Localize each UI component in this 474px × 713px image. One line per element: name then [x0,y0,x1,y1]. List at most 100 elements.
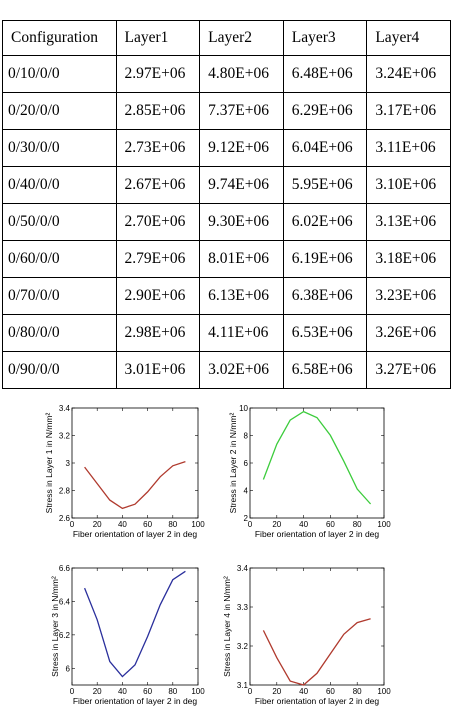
stress-value-cell: 5.95E+06 [282,166,368,204]
configuration-cell: 0/50/0/0 [2,203,117,241]
stress-value-cell: 3.02E+06 [199,351,284,389]
x-tick-label: 100 [377,520,391,529]
stress-value-cell: 4.11E+06 [199,314,284,352]
x-tick-label: 40 [299,520,308,529]
x-tick-label: 20 [272,520,281,529]
stress-value-cell: 3.11E+06 [366,129,451,167]
stress-value-cell: 6.53E+06 [282,314,368,352]
x-tick-label: 60 [143,520,152,529]
y-tick-label: 8 [244,432,249,441]
chart-layer3-stress: 0 20 40 60 80 100 6 6.2 6.4 6.6 Fiber orientation … [50,564,205,706]
x-tick-label: 80 [353,687,362,696]
table-row: 0/20/0/0 2.85E+06 7.37E+06 6.29E+06 3.17E+06 [2,92,451,130]
table-body: 0/10/0/0 2.97E+06 4.80E+06 6.48E+06 3.24E+06… [2,55,451,389]
stress-value-cell: 2.98E+06 [115,314,201,352]
header-layer1: Layer1 [115,20,201,56]
stress-value-cell: 2.90E+06 [115,277,201,315]
stress-value-cell: 3.01E+06 [115,351,201,389]
stress-table: Configuration Layer1 Layer2 Layer3 Layer… [2,20,451,389]
header-layer4: Layer4 [366,20,451,56]
header-layer2: Layer2 [199,20,284,56]
y-tick-label: 6.2 [59,631,71,640]
stress-value-cell: 2.97E+06 [115,55,201,93]
stress-value-cell: 9.30E+06 [199,203,284,241]
x-tick-label: 0 [70,687,75,696]
configuration-cell: 0/90/0/0 [2,351,117,389]
plot-frame [71,567,199,686]
x-tick-label: 60 [143,687,152,696]
chart-layer2-stress: 0 20 40 60 80 100 2 4 6 8 10 Fiber orientation of l… [228,404,391,539]
x-tick-label: 0 [70,520,75,529]
y-tick-label: 3.4 [237,564,249,573]
stress-value-cell: 3.26E+06 [366,314,451,352]
y-tick-label: 3.3 [237,603,249,612]
y-axis-label: Stress in Layer 4 in N/mm² [222,576,232,677]
table-row: 0/90/0/0 3.01E+06 3.02E+06 6.58E+06 3.27E+06 [2,351,451,389]
y-tick-label: 6.6 [59,564,71,573]
y-tick-label: 6.4 [59,597,71,606]
stress-value-cell: 3.17E+06 [366,92,451,130]
configuration-cell: 0/40/0/0 [2,166,117,204]
x-tick-label: 20 [272,687,281,696]
x-tick-label: 60 [326,520,335,529]
header-layer3: Layer3 [282,20,368,56]
y-tick-label: 3.4 [59,404,71,413]
stress-value-cell: 2.85E+06 [115,92,201,130]
x-tick-label: 40 [118,687,127,696]
stress-value-cell: 3.18E+06 [366,240,451,278]
x-tick-label: 0 [248,687,253,696]
stress-value-cell: 3.27E+06 [366,351,451,389]
table-row: 0/30/0/0 2.73E+06 9.12E+06 6.04E+06 3.11E+06 [2,129,451,167]
configuration-cell: 0/80/0/0 [2,314,117,352]
table-row: 0/40/0/0 2.67E+06 9.74E+06 5.95E+06 3.10E+06 [2,166,451,204]
stress-value-cell: 6.29E+06 [282,92,368,130]
stress-value-cell: 6.48E+06 [282,55,368,93]
stress-value-cell: 6.04E+06 [282,129,368,167]
stress-value-cell: 4.80E+06 [199,55,284,93]
stress-value-cell: 3.24E+06 [366,55,451,93]
configuration-cell: 0/30/0/0 [2,129,117,167]
x-tick-label: 40 [118,520,127,529]
stress-value-cell: 9.12E+06 [199,129,284,167]
stress-value-cell: 9.74E+06 [199,166,284,204]
x-tick-label: 80 [168,687,177,696]
table-row: 0/50/0/0 2.70E+06 9.30E+06 6.02E+06 3.13E+06 [2,203,451,241]
stress-value-cell: 6.58E+06 [282,351,368,389]
configuration-cell: 0/10/0/0 [2,55,117,93]
plot-frame [249,567,385,686]
stress-value-cell: 3.10E+06 [366,166,451,204]
y-tick-label: 10 [239,404,248,413]
stress-value-cell: 2.70E+06 [115,203,201,241]
x-tick-label: 20 [93,520,102,529]
x-axis-label: Fiber orientation of layer 2 in deg [73,696,198,706]
y-tick-label: 3.1 [237,681,249,690]
configuration-cell: 0/60/0/0 [2,240,117,278]
x-tick-label: 80 [353,520,362,529]
x-tick-label: 80 [168,520,177,529]
stress-value-cell: 3.13E+06 [366,203,451,241]
y-tick-label: 6 [244,459,249,468]
table-row: 0/10/0/0 2.97E+06 4.80E+06 6.48E+06 3.24E+06 [2,55,451,93]
table-row: 0/70/0/0 2.90E+06 6.13E+06 6.38E+06 3.23E+06 [2,277,451,315]
x-tick-label: 0 [248,520,253,529]
series-line [262,618,371,686]
x-tick-label: 20 [93,687,102,696]
stress-value-cell: 7.37E+06 [199,92,284,130]
series-line [262,410,372,505]
stress-value-cell: 6.19E+06 [282,240,368,278]
stress-value-cell: 3.23E+06 [366,277,451,315]
table-header-row: Configuration Layer1 Layer2 Layer3 Layer… [2,20,451,56]
y-tick-label: 6 [66,664,71,673]
y-axis-label: Stress in Layer 1 in N/mm² [44,413,54,514]
series-line [84,460,186,510]
configuration-cell: 0/20/0/0 [2,92,117,130]
chart-layer4-stress: 0 20 40 60 80 100 3.1 3.2 3.3 3.4 Fiber orientatio… [222,564,391,706]
stress-value-cell: 2.79E+06 [115,240,201,278]
header-configuration: Configuration [2,20,117,56]
stress-value-cell: 8.01E+06 [199,240,284,278]
x-tick-label: 100 [377,687,391,696]
y-axis-label: Stress in Layer 2 in N/mm² [228,413,238,514]
y-tick-label: 3.2 [59,432,71,441]
stress-value-cell: 6.38E+06 [282,277,368,315]
